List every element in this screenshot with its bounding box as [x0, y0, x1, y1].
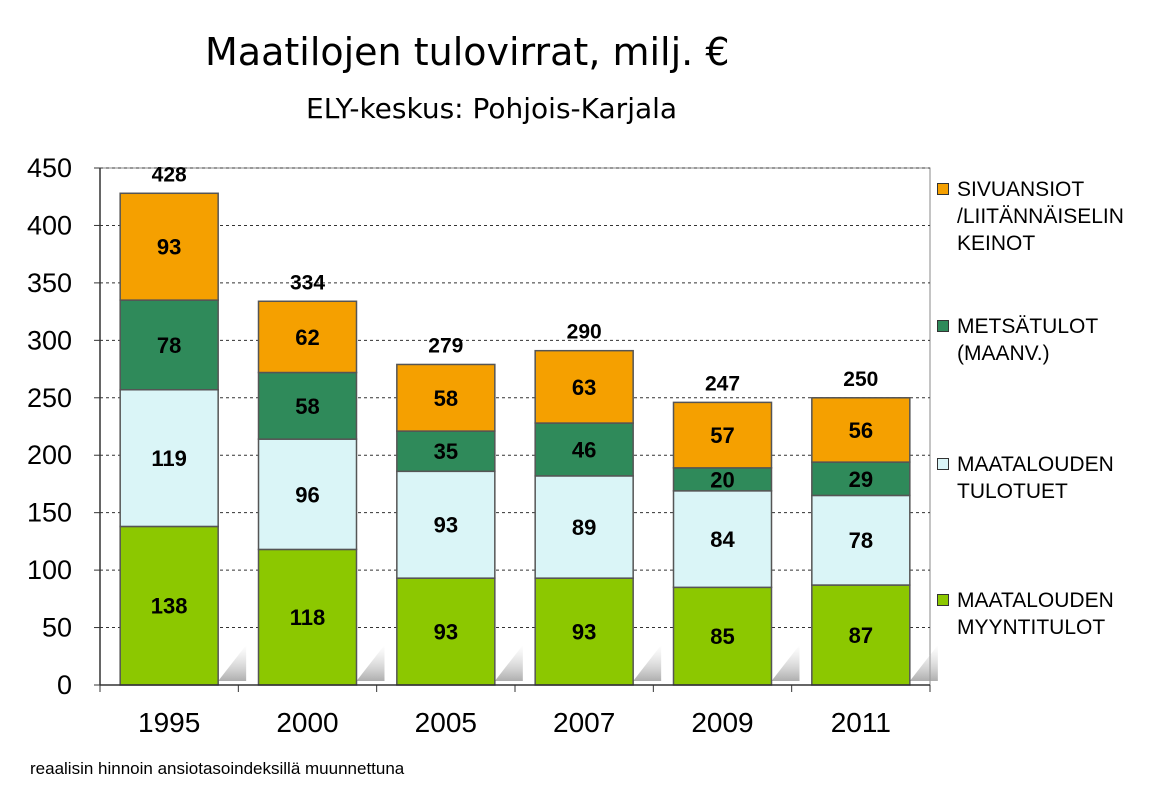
legend-label: SIVUANSIOT/LIITÄNNÄISELIN KEINOT: [957, 176, 1162, 257]
bar-segment: [534, 577, 634, 686]
y-tick-label: 350: [27, 268, 72, 298]
bar-shadow: [633, 645, 662, 681]
footnote: reaalisin hinnoin ansiotasoindeksillä mu…: [30, 759, 405, 778]
total-label: 250: [843, 368, 878, 391]
data-label: 46: [572, 437, 596, 462]
legend-swatch: [937, 458, 949, 470]
bar-segment: [257, 300, 358, 374]
bar-segment: [672, 586, 773, 686]
bar-segment: [811, 494, 911, 586]
legend-swatch: [937, 183, 949, 195]
y-tick-label: 0: [57, 670, 72, 700]
legend-label-line: TULOTUET: [957, 480, 1068, 503]
y-tick-label: 100: [27, 555, 72, 585]
legend-swatch: [937, 594, 949, 606]
x-tick-label: 2011: [831, 707, 891, 738]
legend-label-line: (MAANV.): [957, 342, 1050, 365]
data-label: 78: [157, 333, 181, 358]
legend-label-line: MAATALOUDEN: [957, 453, 1114, 476]
data-label: 96: [295, 482, 319, 507]
x-tick-label: 2005: [415, 707, 477, 738]
bar-segment: [396, 577, 496, 686]
y-tick-label: 250: [27, 383, 72, 413]
legend-label: MAATALOUDEN MYYNTITULOT: [957, 587, 1162, 641]
bar-segment: [396, 363, 496, 432]
data-label: 89: [572, 515, 596, 540]
data-label: 93: [157, 235, 181, 260]
data-label: 93: [434, 620, 458, 645]
data-label: 78: [849, 528, 873, 553]
bar-segment: [119, 525, 219, 686]
legend-label-line: SIVUANSIOT: [957, 178, 1085, 201]
legend-label-line: KEINOT: [957, 232, 1036, 255]
data-label: 93: [434, 513, 458, 538]
y-tick-label: 400: [27, 210, 72, 240]
data-label: 58: [295, 394, 319, 419]
data-label: 138: [151, 594, 188, 619]
data-label: 35: [434, 439, 458, 464]
data-label: 20: [710, 467, 734, 492]
data-label: 93: [572, 620, 596, 645]
data-label: 119: [151, 446, 187, 471]
data-label: 57: [710, 423, 734, 448]
total-label: 290: [567, 321, 602, 344]
legend-label-line: METSÄTULOT: [957, 315, 1099, 338]
legend-label: METSÄTULOT (MAANV.): [957, 313, 1162, 367]
bar-segment: [119, 192, 219, 301]
total-label: 279: [428, 334, 463, 357]
data-label: 63: [572, 375, 596, 400]
y-tick-label: 150: [27, 498, 72, 528]
legend-label-line: MAATALOUDEN: [957, 589, 1114, 612]
x-tick-label: 2007: [553, 707, 615, 738]
bar-shadow: [909, 645, 938, 681]
bar-shadow: [356, 645, 385, 681]
bar-segment: [257, 438, 358, 551]
chart-title: Maatilojen tulovirrat, milj. €: [205, 30, 730, 74]
data-label: 84: [710, 527, 735, 552]
bar-segment: [396, 430, 496, 473]
data-label: 29: [849, 467, 873, 492]
y-tick-label: 50: [42, 613, 72, 643]
y-tick-label: 450: [27, 153, 72, 183]
total-label: 428: [152, 163, 187, 186]
total-label: 334: [290, 271, 325, 294]
plot-area: [99, 167, 931, 686]
x-tick-label: 2009: [691, 707, 753, 738]
bar-segment: [534, 422, 634, 477]
bar-segment: [672, 401, 773, 469]
bar-segment: [119, 388, 219, 528]
x-tick-label: 2000: [276, 707, 338, 738]
bar-segment: [672, 490, 773, 589]
bar-shadow: [771, 645, 800, 681]
data-label: 56: [849, 418, 873, 443]
data-label: 118: [290, 605, 326, 630]
bar-shadow: [218, 645, 247, 681]
legend-label-line: /LIITÄNNÄISELIN: [957, 205, 1124, 228]
x-tick-label: 1995: [138, 707, 200, 738]
bar-shadow: [494, 645, 523, 681]
bar-segment: [396, 470, 496, 579]
bar-segment: [811, 461, 911, 497]
chart-subtitle: ELY-keskus: Pohjois-Karjala: [306, 92, 678, 125]
y-tick-label: 300: [27, 325, 72, 355]
bar-segment: [534, 475, 634, 579]
legend-label: MAATALOUDEN TULOTUET: [957, 451, 1162, 505]
legend-label-line: MYYNTITULOT: [957, 616, 1106, 639]
data-label: 62: [295, 325, 319, 350]
y-tick-label: 200: [27, 440, 72, 470]
bar-segment: [811, 397, 911, 463]
bar-segment: [119, 299, 219, 391]
data-label: 85: [710, 624, 734, 649]
data-label: 87: [849, 623, 873, 648]
total-label: 247: [705, 372, 740, 395]
bar-segment: [534, 349, 634, 424]
data-label: 58: [434, 386, 458, 411]
legend-swatch: [937, 320, 949, 332]
